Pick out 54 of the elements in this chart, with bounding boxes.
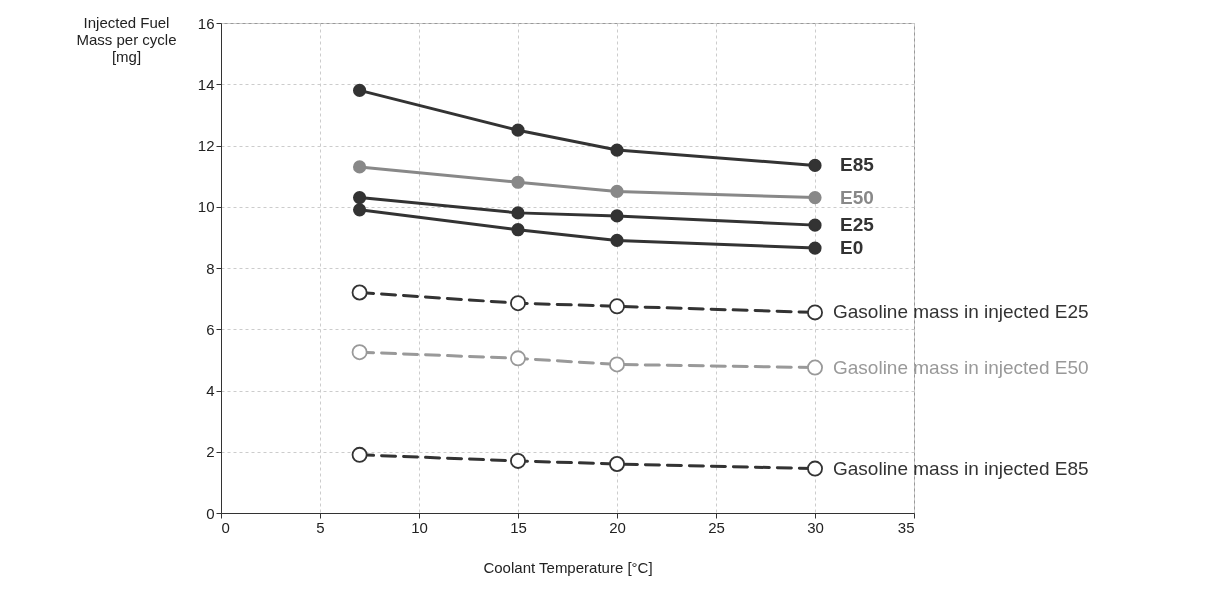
point xyxy=(609,356,625,373)
x-tick-label: 15 xyxy=(510,518,527,536)
x-tick-label: 10 xyxy=(411,518,428,536)
point xyxy=(808,241,822,255)
series-label: E0 xyxy=(840,237,864,259)
series-label: E25 xyxy=(840,214,875,236)
point xyxy=(510,295,526,312)
point xyxy=(353,203,367,217)
x-tick-label: 5 xyxy=(316,518,325,536)
series-label: Gasoline mass in injected E85 xyxy=(833,457,1089,479)
point xyxy=(351,446,368,463)
x-tick-label: 30 xyxy=(807,518,824,536)
y-tick-label: 16 xyxy=(197,14,215,32)
point xyxy=(610,233,624,248)
y-tick-label: 8 xyxy=(206,259,215,277)
point xyxy=(808,158,822,172)
point xyxy=(807,460,823,477)
point xyxy=(353,190,367,205)
series-label: E85 xyxy=(840,154,875,176)
y-tick-label: 2 xyxy=(206,443,215,461)
point xyxy=(353,160,367,174)
y-tick-label: 0 xyxy=(206,504,215,522)
point xyxy=(511,206,525,220)
series-label: Gasoline mass in injected E50 xyxy=(833,356,1089,378)
y-tick-label: 12 xyxy=(197,137,215,154)
y-tick-label: 14 xyxy=(197,75,215,93)
point xyxy=(610,209,624,223)
point xyxy=(808,190,822,205)
x-tick-label: 0 xyxy=(221,518,230,536)
x-tick-label: 20 xyxy=(609,518,626,536)
series-label: E50 xyxy=(840,186,874,208)
point xyxy=(510,452,526,469)
y-tick-label: 6 xyxy=(206,320,215,338)
point xyxy=(511,223,525,237)
point xyxy=(510,350,526,367)
point xyxy=(609,298,625,315)
point xyxy=(808,218,822,232)
point xyxy=(807,304,823,321)
point xyxy=(511,123,525,137)
series-label: Gasoline mass in injected E25 xyxy=(833,301,1089,323)
point xyxy=(351,284,368,301)
point xyxy=(609,456,625,472)
y-axis-title: Injected Fuel Mass per cycle [mg] xyxy=(76,13,177,65)
point xyxy=(511,175,525,189)
y-tick-label: 4 xyxy=(206,382,215,399)
x-tick-label: 35 xyxy=(897,518,915,536)
point xyxy=(807,359,823,376)
x-tick-label: 25 xyxy=(708,518,725,536)
point xyxy=(353,83,367,97)
point xyxy=(610,184,624,199)
x-axis-title: Coolant Temperature [°C] xyxy=(483,558,653,576)
point xyxy=(351,344,368,361)
y-tick-label: 10 xyxy=(197,198,215,216)
point xyxy=(610,143,624,157)
